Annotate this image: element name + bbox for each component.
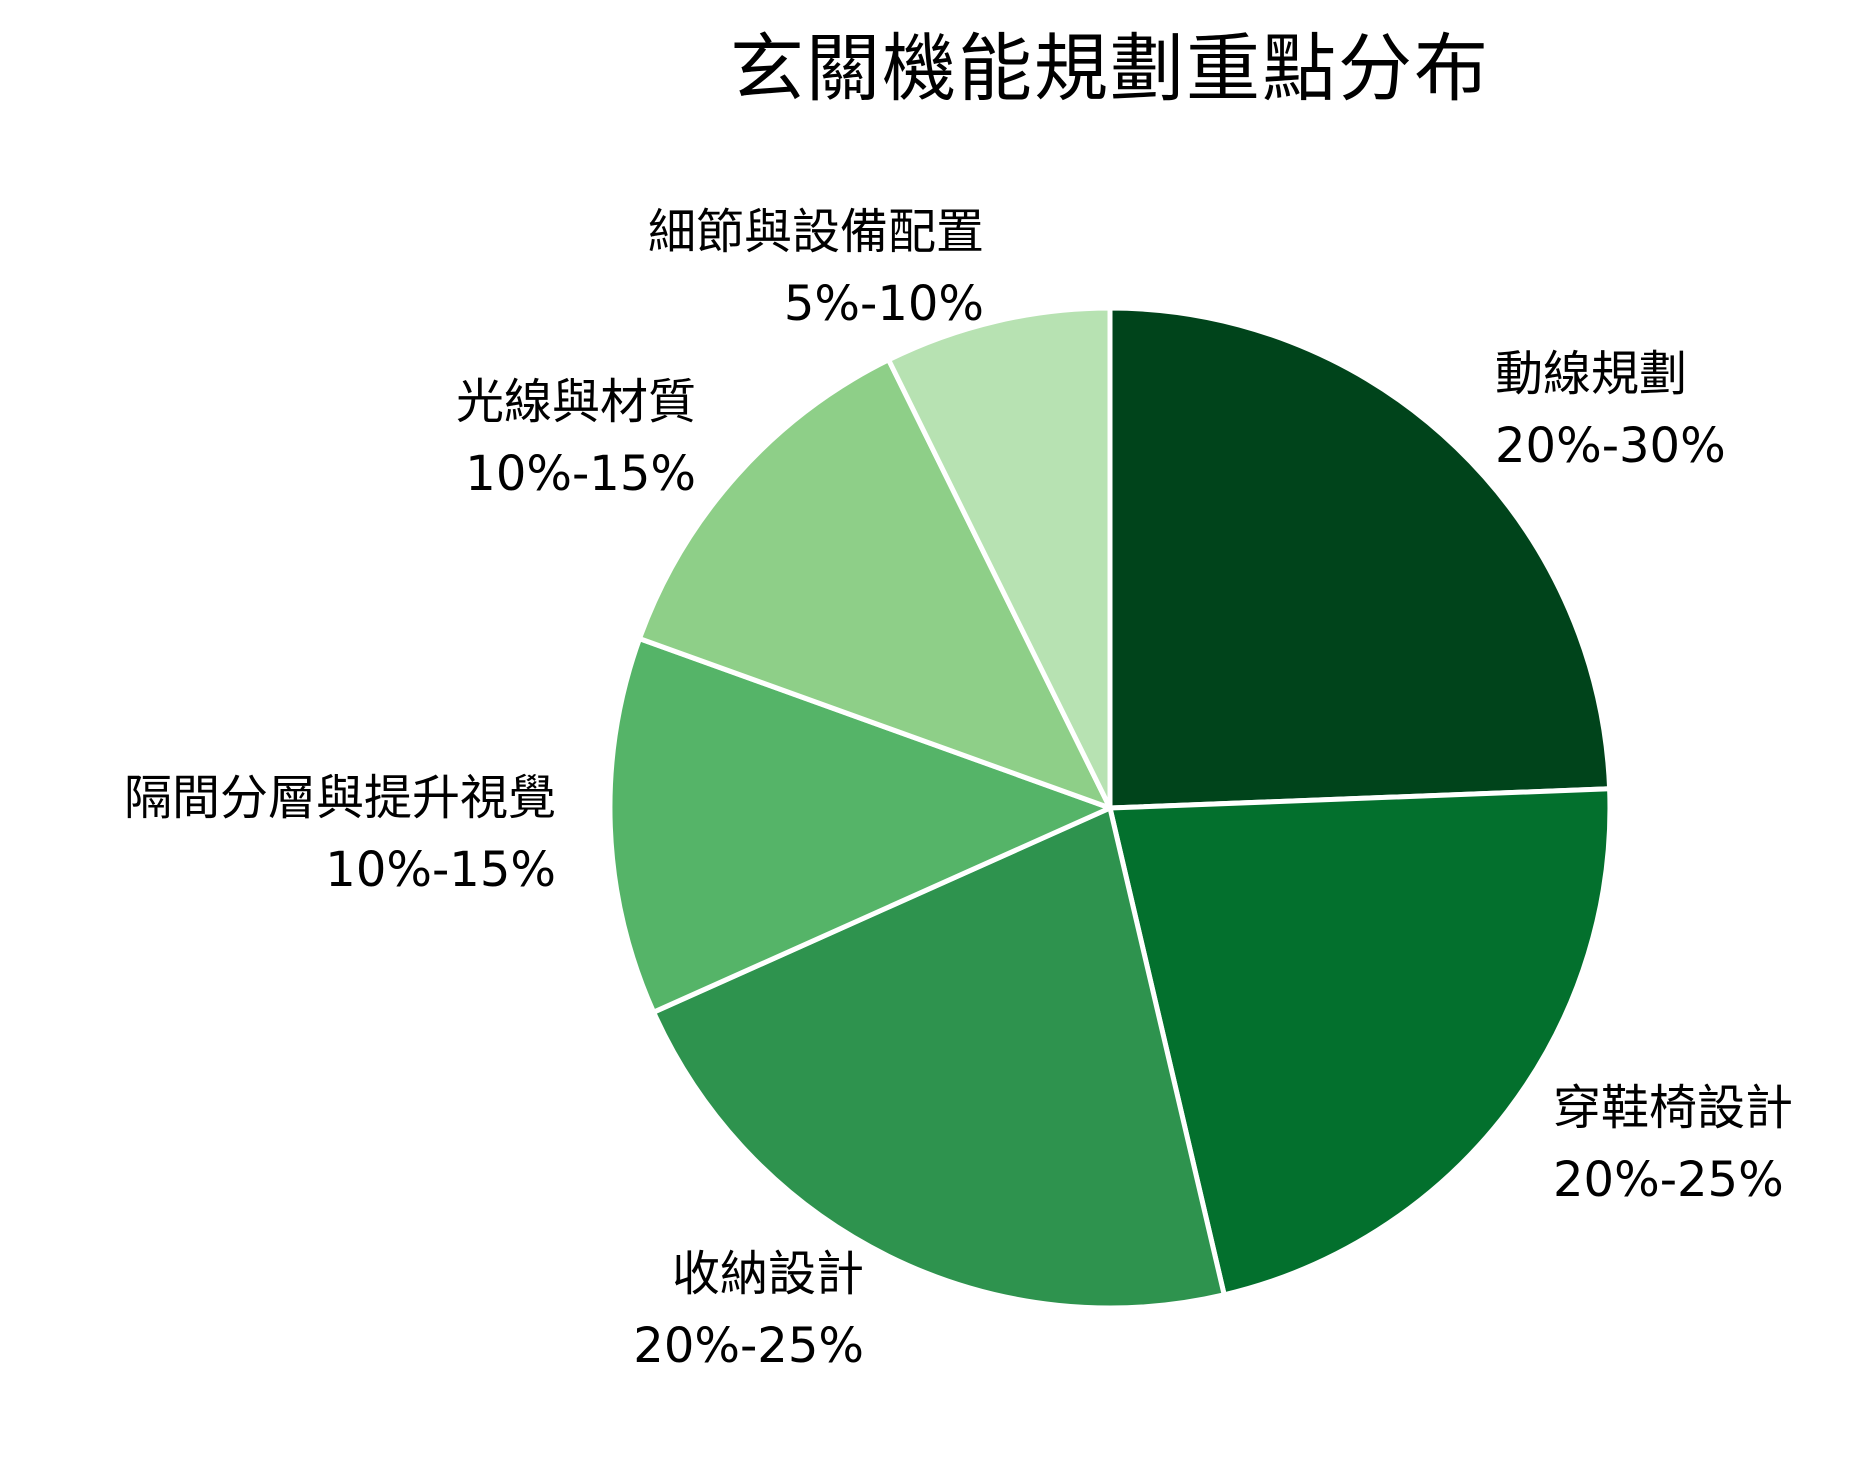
- label-gejian: 隔間分層與提升視覺 10%-15%: [124, 762, 556, 906]
- slice-chuanxieyi: [1107, 786, 1613, 1298]
- label-xijie: 細節與設備配置 5%-10%: [648, 196, 984, 340]
- label-range: 20%-30%: [1495, 418, 1726, 474]
- slice-dongxian: [1107, 305, 1613, 811]
- slice-xijie: [886, 305, 1113, 811]
- label-range: 5%-10%: [783, 276, 984, 332]
- label-name: 光線與材質: [455, 374, 696, 430]
- label-shouna: 收納設計 20%-25%: [633, 1238, 864, 1382]
- label-name: 動線規劃: [1495, 346, 1688, 402]
- slice-gejian: [607, 636, 1113, 1015]
- label-range: 10%-15%: [325, 842, 556, 898]
- label-range: 20%-25%: [633, 1318, 864, 1374]
- label-name: 穿鞋椅設計: [1553, 1080, 1794, 1136]
- label-guangxian: 光線與材質 10%-15%: [456, 366, 696, 510]
- slice-guangxian: [637, 357, 1113, 811]
- label-chuanxieyi: 穿鞋椅設計 20%-25%: [1553, 1072, 1793, 1216]
- label-dongxian: 動線規劃 20%-30%: [1495, 338, 1726, 482]
- label-range: 10%-15%: [465, 446, 696, 502]
- chart-title-container: 玄關機能規劃重點分布: [0, 24, 1870, 114]
- label-name: 細節與設備配置: [647, 204, 984, 260]
- label-name: 隔間分層與提升視覺: [123, 770, 556, 826]
- slice-shouna: [651, 805, 1227, 1311]
- label-range: 20%-25%: [1553, 1152, 1784, 1208]
- label-name: 收納設計: [671, 1246, 864, 1302]
- chart-title: 玄關機能規劃重點分布: [730, 26, 1490, 112]
